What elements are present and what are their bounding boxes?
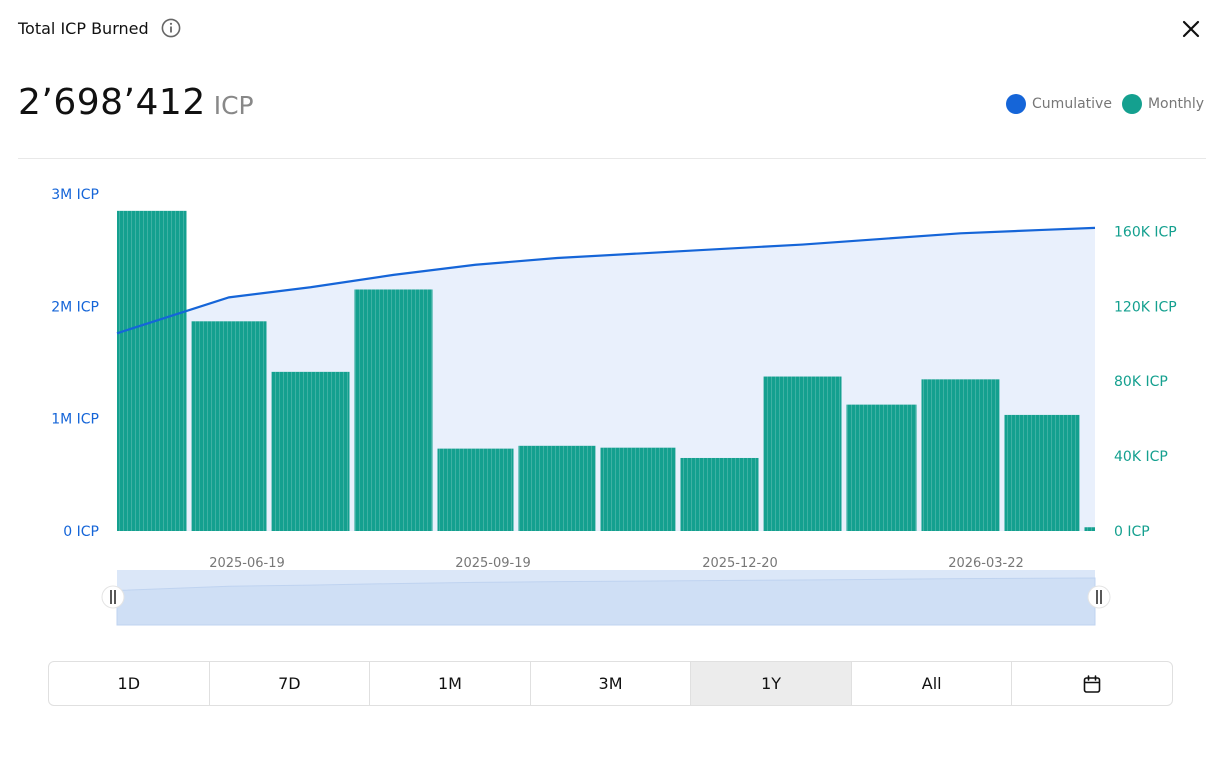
navigator-handle-right[interactable] — [1087, 585, 1111, 609]
range-7d-button[interactable]: 7D — [210, 662, 371, 705]
range-1d-button[interactable]: 1D — [49, 662, 210, 705]
total-value: 2’698’412 — [18, 82, 206, 123]
close-icon[interactable] — [1180, 18, 1202, 40]
monthly-bar-texture — [921, 379, 1000, 531]
right-axis-tick-label: 0 ICP — [1114, 524, 1150, 540]
navigator-area — [116, 577, 1096, 626]
monthly-bar-texture — [437, 448, 514, 531]
x-axis-tick-label: 2025-12-20 — [702, 556, 778, 571]
chart-legend: Cumulative Monthly — [1006, 94, 1204, 114]
monthly-bar-texture — [763, 376, 842, 531]
monthly-bar-texture — [117, 210, 187, 531]
right-axis-tick-label: 80K ICP — [1114, 374, 1168, 390]
monthly-bar-texture — [600, 447, 676, 531]
legend-cumulative-label: Cumulative — [1032, 96, 1112, 112]
right-axis-tick-label: 120K ICP — [1114, 299, 1177, 315]
monthly-bar-texture — [1004, 414, 1080, 531]
legend-monthly-label: Monthly — [1147, 96, 1204, 112]
total-unit: ICP — [213, 91, 254, 120]
range-all-button[interactable]: All — [852, 662, 1013, 705]
x-axis-tick-label: 2025-09-19 — [455, 556, 531, 571]
left-axis-tick-label: 3M ICP — [51, 187, 99, 203]
legend-cumulative[interactable]: Cumulative — [1006, 94, 1112, 114]
right-axis-tick-label: 40K ICP — [1114, 449, 1168, 465]
monthly-bar-texture — [680, 457, 759, 531]
range-3m-button[interactable]: 3M — [531, 662, 692, 705]
left-axis-tick-label: 2M ICP — [51, 299, 99, 315]
legend-monthly[interactable]: Monthly — [1121, 94, 1204, 114]
left-axis-tick-label: 1M ICP — [51, 412, 99, 428]
info-icon[interactable] — [161, 18, 181, 38]
calendar-icon — [1083, 674, 1101, 693]
total-burned: 2’698’412 ICP — [18, 82, 254, 123]
monthly-bar-texture — [191, 321, 267, 531]
x-axis-tick-label: 2025-06-19 — [209, 556, 285, 571]
chart-header: Total ICP Burned — [18, 14, 181, 42]
range-1m-button[interactable]: 1M — [370, 662, 531, 705]
legend-cumulative-dot — [1006, 94, 1027, 114]
range-1y-button[interactable]: 1Y — [691, 662, 852, 705]
navigator-handle-left-knob — [101, 585, 125, 609]
chart-title: Total ICP Burned — [18, 18, 149, 38]
left-axis-tick-label: 0 ICP — [63, 524, 99, 540]
x-axis-tick-label: 2026-03-22 — [948, 556, 1024, 571]
legend-monthly-dot — [1121, 94, 1142, 114]
navigator-handle-right-knob — [1087, 585, 1111, 609]
navigator-handle-left[interactable] — [101, 585, 125, 609]
monthly-bar-texture — [1084, 527, 1095, 531]
monthly-bar-texture — [271, 371, 350, 531]
monthly-bar-texture — [846, 404, 917, 531]
header-divider — [18, 158, 1206, 159]
burn-chart: 0 ICP 1M ICP 2M ICP 3M ICP 0 ICP 40K ICP 80K I… — [51, 187, 1177, 626]
monthly-bar-texture — [518, 445, 596, 531]
monthly-bar-texture — [354, 289, 433, 531]
right-axis-tick-label: 160K ICP — [1114, 224, 1177, 240]
time-range-selector: 1D 7D 1M 3M 1Y All — [48, 661, 1173, 706]
calendar-button[interactable] — [1012, 662, 1172, 705]
cumulative-line — [116, 226, 1096, 335]
